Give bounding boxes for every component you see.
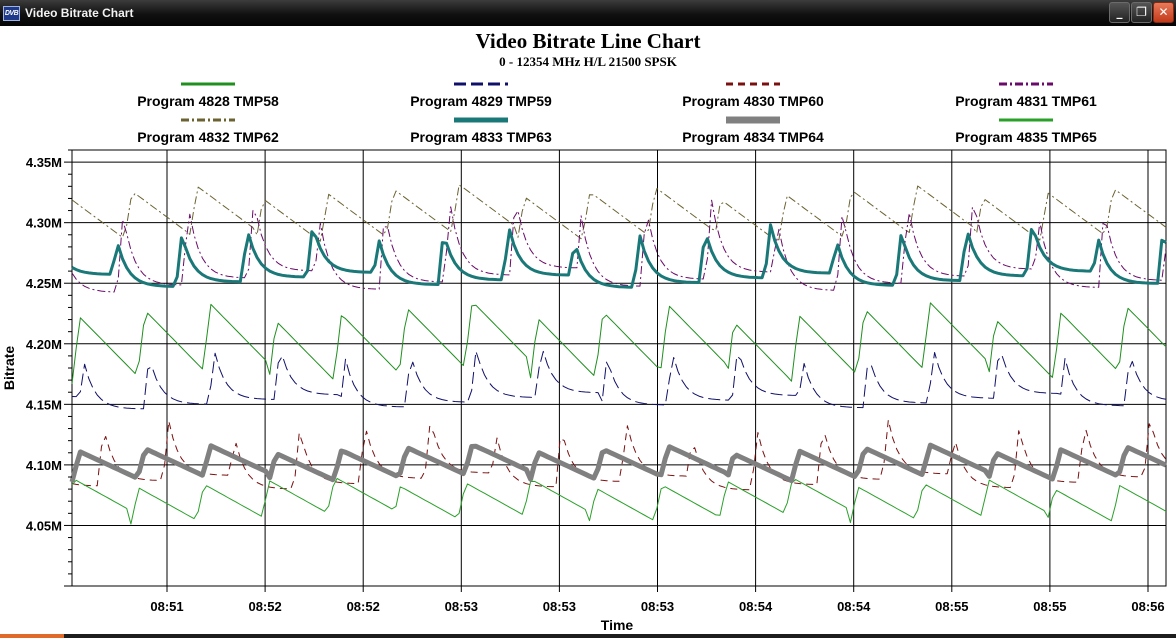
x-axis: 08:51 08:52 08:52 08:53 08:53 08:53 08:54 08:54… [150,586,1165,614]
window-title: Video Bitrate Chart [25,6,134,20]
series-line-3 [71,419,1167,491]
x-tick-label-7: 08:54 [739,599,773,614]
y-tick-label-3: 4.15M [26,397,62,412]
legend-label-5: Program 4832 TMP62 [137,129,279,145]
series-line-4 [71,199,1167,293]
y-tick-label-7: 4.35M [26,155,62,170]
x-tick-label-8: 08:54 [837,599,871,614]
x-tick-label-1: 08:51 [150,599,183,614]
legend-label-2: Program 4829 TMP59 [410,93,552,109]
y-tick-label-1: 4.05M [26,518,62,533]
x-tick-label-11: 08:56 [1131,599,1164,614]
taskbar-accent [0,634,64,638]
series-line-2 [71,350,1167,410]
x-axis-label: Time [601,617,634,633]
bitrate-line-chart: Video Bitrate Line Chart 0 - 12354 MHz H… [1,29,1168,633]
window-titlebar: DVB Video Bitrate Chart _ ❐ ✕ [0,0,1176,26]
series-line-1 [71,302,1167,384]
legend-label-7: Program 4834 TMP64 [682,129,824,145]
series-line-8 [71,478,1167,525]
legend-label-6: Program 4833 TMP63 [410,129,552,145]
taskbar-strip [0,634,1176,638]
x-tick-label-3: 08:52 [347,599,380,614]
series-line-7 [69,442,1168,484]
x-tick-label-4: 08:53 [445,599,478,614]
y-axis-label: Bitrate [1,346,17,391]
legend-label-8: Program 4835 TMP65 [955,129,1097,145]
legend-label-3: Program 4830 TMP60 [682,93,824,109]
dvb-app-icon: DVB [3,5,20,21]
series-line-5 [71,184,1167,242]
close-button[interactable]: ✕ [1153,2,1174,23]
y-tick-label-5: 4.25M [26,276,62,291]
y-axis: 4.05M 4.10M 4.15M 4.20M 4.25M 4.30M 4.35M [26,149,72,587]
x-tick-label-10: 08:55 [1033,599,1066,614]
chart-grid [72,150,1166,586]
chart-title: Video Bitrate Line Chart [476,29,701,53]
y-tick-label-6: 4.30M [26,216,62,231]
y-tick-label-4: 4.20M [26,337,62,352]
x-tick-label-6: 08:53 [641,599,674,614]
series-line-6 [71,223,1167,289]
minimize-button[interactable]: _ [1109,2,1130,23]
legend-label-1: Program 4828 TMP58 [137,93,279,109]
chart-legend: Program 4828 TMP58 Program 4829 TMP59 Prog… [137,82,1097,145]
legend-label-4: Program 4831 TMP61 [955,93,1097,109]
x-tick-label-9: 08:55 [935,599,968,614]
x-tick-label-5: 08:53 [543,599,576,614]
x-tick-label-2: 08:52 [248,599,281,614]
chart-subtitle: 0 - 12354 MHz H/L 21500 SPSK [499,54,678,69]
y-tick-label-2: 4.10M [26,458,62,473]
series-lines [69,184,1168,525]
restore-button[interactable]: ❐ [1131,2,1152,23]
window-controls: _ ❐ ✕ [1109,2,1174,23]
